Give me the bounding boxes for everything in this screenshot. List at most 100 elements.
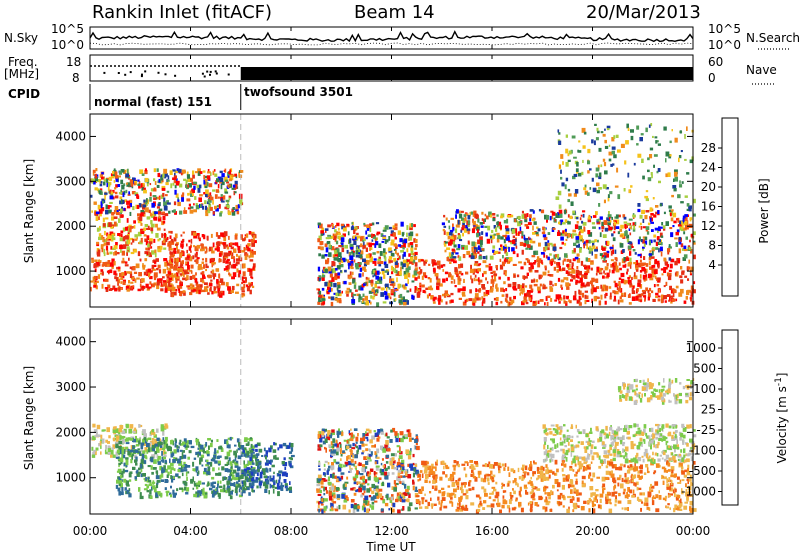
echo-mark xyxy=(456,248,461,251)
echo-mark xyxy=(680,279,684,284)
echo-mark xyxy=(615,290,619,295)
echo-mark xyxy=(174,264,176,267)
echo-mark xyxy=(129,471,133,474)
echo-mark xyxy=(219,480,222,484)
echo-mark xyxy=(602,275,605,279)
echo-mark xyxy=(628,275,631,279)
echo-mark xyxy=(113,209,116,215)
echo-mark xyxy=(166,260,168,263)
echo-mark xyxy=(645,268,648,273)
echo-mark xyxy=(353,488,356,491)
echo-mark xyxy=(650,256,655,259)
echo-mark xyxy=(538,242,541,247)
echo-mark xyxy=(318,253,321,257)
echo-mark xyxy=(526,213,529,217)
echo-mark xyxy=(217,480,219,486)
echo-mark xyxy=(250,474,253,479)
echo-mark xyxy=(514,218,517,222)
echo-mark xyxy=(517,216,521,220)
echo-mark xyxy=(100,181,103,184)
echo-mark xyxy=(236,438,240,443)
echo-mark xyxy=(363,436,366,442)
echo-mark xyxy=(138,183,141,189)
echo-mark xyxy=(201,489,203,492)
echo-mark xyxy=(636,143,639,146)
echo-mark xyxy=(155,470,159,474)
echo-mark xyxy=(362,240,364,243)
echo-mark xyxy=(349,289,352,293)
echo-mark xyxy=(196,257,200,260)
echo-mark xyxy=(186,275,189,280)
echo-mark xyxy=(141,173,145,176)
echo-mark xyxy=(240,170,244,173)
echo-mark xyxy=(463,214,467,217)
echo-mark xyxy=(651,265,654,269)
echo-mark xyxy=(655,259,657,264)
echo-mark xyxy=(472,302,476,306)
echo-mark xyxy=(553,243,556,249)
echo-mark xyxy=(179,487,183,490)
echo-mark xyxy=(465,271,469,275)
echo-mark xyxy=(567,233,570,238)
echo-mark xyxy=(159,447,162,451)
echo-mark xyxy=(202,276,206,279)
echo-mark xyxy=(138,467,141,471)
echo-mark xyxy=(390,281,395,284)
echo-mark xyxy=(452,223,454,227)
echo-mark xyxy=(406,290,410,293)
echo-mark xyxy=(366,488,370,493)
echo-mark xyxy=(212,242,215,248)
echo-mark xyxy=(137,288,141,292)
echo-mark xyxy=(236,283,240,287)
echo-mark xyxy=(104,449,107,454)
echo-mark xyxy=(470,264,472,269)
echo-mark xyxy=(147,268,152,274)
echo-mark xyxy=(441,222,445,226)
echo-mark xyxy=(551,227,555,232)
echo-mark xyxy=(339,245,344,248)
echo-mark xyxy=(137,220,142,224)
echo-mark xyxy=(627,294,631,298)
echo-mark xyxy=(113,168,116,171)
echo-mark xyxy=(645,287,649,292)
echo-mark xyxy=(185,179,188,185)
echo-mark xyxy=(212,273,217,277)
echo-mark xyxy=(609,295,612,300)
echo-mark xyxy=(324,282,328,287)
echo-mark xyxy=(377,436,381,439)
echo-mark xyxy=(402,284,405,289)
echo-mark xyxy=(549,281,553,285)
echo-mark xyxy=(419,283,421,286)
echo-mark xyxy=(113,169,117,173)
echo-mark xyxy=(497,251,501,254)
echo-mark xyxy=(126,205,131,209)
echo-mark xyxy=(392,427,396,433)
echo-mark xyxy=(649,217,652,222)
colorbar-tick-label: 4 xyxy=(708,258,716,272)
echo-mark xyxy=(211,269,215,274)
echo-mark xyxy=(564,184,567,190)
echo-mark xyxy=(153,197,157,200)
echo-mark xyxy=(196,441,198,446)
echo-mark xyxy=(568,283,571,287)
echo-mark xyxy=(617,287,622,292)
echo-mark xyxy=(107,284,111,289)
echo-mark xyxy=(250,249,254,254)
echo-mark xyxy=(125,271,130,274)
echo-mark xyxy=(552,246,557,251)
echo-mark xyxy=(450,236,454,240)
echo-mark xyxy=(592,242,595,247)
echo-mark xyxy=(350,246,354,250)
echo-mark xyxy=(569,300,572,304)
echo-mark xyxy=(156,428,159,433)
echo-mark xyxy=(666,294,671,297)
echo-mark xyxy=(506,260,510,264)
echo-mark xyxy=(609,292,612,298)
echo-mark xyxy=(251,282,253,286)
echo-mark xyxy=(478,279,483,283)
echo-mark xyxy=(156,479,161,483)
echo-mark xyxy=(264,484,269,489)
echo-mark xyxy=(143,271,146,276)
echo-mark xyxy=(378,243,382,248)
